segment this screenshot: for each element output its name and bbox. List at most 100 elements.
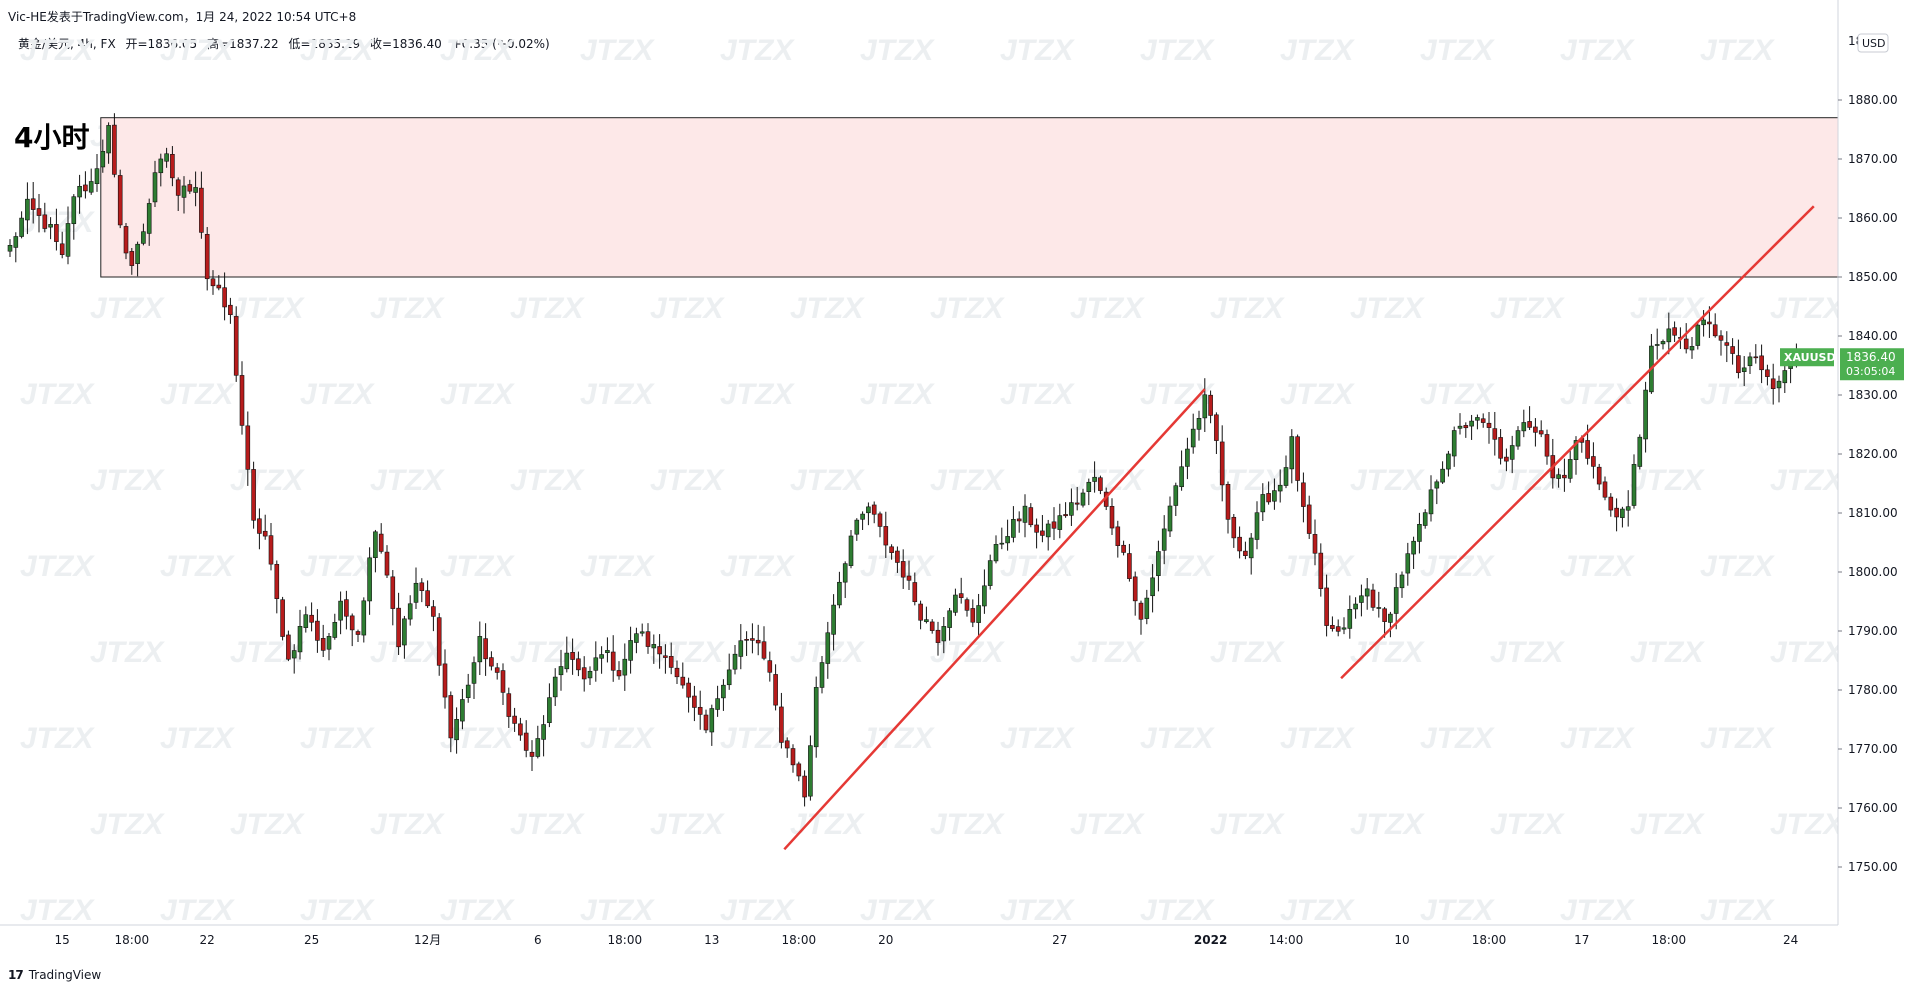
candle[interactable]	[1417, 512, 1422, 554]
candle[interactable]	[1649, 333, 1654, 394]
candle[interactable]	[1214, 412, 1219, 455]
candle[interactable]	[1144, 589, 1150, 625]
candle[interactable]	[431, 600, 436, 632]
candle[interactable]	[1504, 448, 1509, 472]
candle[interactable]	[576, 651, 581, 677]
candle[interactable]	[146, 198, 152, 246]
candle[interactable]	[233, 306, 239, 382]
candle[interactable]	[1446, 450, 1451, 477]
candle[interactable]	[721, 679, 726, 711]
candle[interactable]	[1167, 496, 1173, 537]
candle[interactable]	[1451, 426, 1457, 467]
candle[interactable]	[715, 685, 720, 717]
candle[interactable]	[1515, 426, 1521, 450]
candle[interactable]	[1765, 364, 1770, 386]
candle[interactable]	[1428, 475, 1434, 522]
candle[interactable]	[1161, 515, 1167, 565]
candle[interactable]	[460, 688, 465, 730]
candle[interactable]	[1562, 458, 1567, 492]
candle[interactable]	[1069, 488, 1074, 526]
candle[interactable]	[1179, 450, 1184, 491]
candle[interactable]	[83, 171, 88, 199]
candle[interactable]	[19, 211, 24, 239]
candle[interactable]	[355, 629, 361, 643]
candle[interactable]	[1480, 413, 1486, 428]
candle[interactable]	[1457, 413, 1463, 435]
candle[interactable]	[320, 624, 326, 658]
candle[interactable]	[448, 691, 454, 753]
candle[interactable]	[239, 361, 245, 435]
candle[interactable]	[338, 591, 343, 635]
candle[interactable]	[1724, 331, 1730, 363]
candle[interactable]	[1614, 498, 1619, 532]
candle[interactable]	[48, 217, 53, 240]
candle[interactable]	[1399, 571, 1405, 598]
candle[interactable]	[361, 597, 367, 643]
candle[interactable]	[1272, 478, 1277, 510]
candle[interactable]	[1393, 573, 1399, 630]
candle[interactable]	[860, 511, 865, 530]
candle[interactable]	[842, 561, 848, 598]
trendline-1[interactable]	[783, 388, 1206, 851]
candle[interactable]	[616, 661, 622, 680]
candle[interactable]	[88, 168, 94, 195]
candle[interactable]	[1202, 378, 1208, 432]
candle[interactable]	[900, 549, 906, 589]
candle[interactable]	[692, 685, 697, 722]
candle[interactable]	[512, 707, 517, 732]
candle[interactable]	[1695, 321, 1701, 350]
candle[interactable]	[639, 623, 645, 637]
candle[interactable]	[547, 683, 552, 728]
candle[interactable]	[489, 651, 494, 671]
candle[interactable]	[1283, 455, 1289, 489]
candle[interactable]	[175, 177, 181, 211]
candle[interactable]	[1631, 454, 1637, 509]
candle[interactable]	[257, 508, 262, 550]
candle[interactable]	[552, 668, 558, 707]
candle[interactable]	[419, 578, 425, 603]
candle[interactable]	[1759, 344, 1764, 384]
candle[interactable]	[1364, 578, 1370, 610]
candle[interactable]	[30, 182, 36, 224]
candle[interactable]	[906, 560, 912, 591]
candle[interactable]	[518, 717, 523, 741]
candle[interactable]	[129, 248, 135, 275]
candle[interactable]	[958, 577, 964, 604]
candle[interactable]	[1040, 515, 1045, 543]
candle[interactable]	[309, 602, 314, 632]
candle[interactable]	[744, 631, 749, 656]
candle[interactable]	[390, 570, 396, 626]
candle[interactable]	[367, 547, 372, 615]
candle[interactable]	[964, 597, 970, 617]
candle[interactable]	[1005, 519, 1010, 551]
candle[interactable]	[1741, 356, 1747, 387]
candle[interactable]	[152, 160, 158, 208]
candle[interactable]	[790, 744, 796, 773]
candle[interactable]	[117, 169, 123, 229]
candle[interactable]	[1492, 411, 1498, 456]
candle[interactable]	[947, 607, 952, 641]
candle[interactable]	[187, 179, 193, 194]
candle[interactable]	[332, 613, 338, 640]
candle[interactable]	[425, 580, 430, 608]
candle[interactable]	[924, 606, 929, 624]
candle[interactable]	[889, 544, 894, 560]
candle[interactable]	[755, 624, 761, 656]
candle[interactable]	[216, 275, 222, 291]
candle[interactable]	[750, 623, 755, 654]
candle[interactable]	[663, 644, 668, 674]
tradingview-brand[interactable]: 17 TradingView	[8, 968, 101, 982]
candle[interactable]	[1753, 344, 1759, 364]
candle[interactable]	[837, 571, 842, 609]
candle[interactable]	[674, 660, 680, 685]
candle[interactable]	[941, 616, 947, 654]
candle[interactable]	[703, 709, 709, 734]
candle[interactable]	[935, 621, 941, 656]
candle[interactable]	[1243, 541, 1248, 560]
candle[interactable]	[726, 653, 732, 690]
candle[interactable]	[987, 554, 993, 590]
candle[interactable]	[993, 535, 999, 564]
candle[interactable]	[1277, 469, 1283, 503]
candle[interactable]	[825, 621, 831, 679]
